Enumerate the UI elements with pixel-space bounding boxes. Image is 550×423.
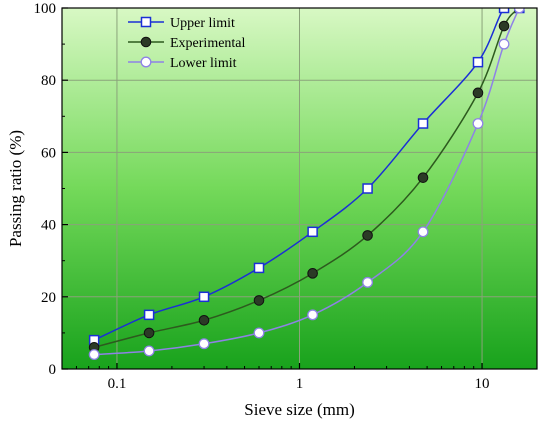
series-layer (88, 8, 525, 361)
x-tick-label: 10 (475, 376, 490, 392)
grid-lines (62, 8, 537, 369)
data-point (417, 172, 429, 183)
data-point (362, 230, 373, 241)
data-point (362, 276, 374, 288)
data-point (307, 226, 318, 238)
data-point (143, 309, 155, 321)
y-tick-label: 20 (41, 290, 56, 306)
data-point (307, 309, 319, 321)
legend-label: Upper limit (170, 16, 235, 31)
data-point (198, 291, 210, 303)
series-experimental (88, 8, 525, 353)
legend-marker (140, 56, 152, 68)
x-tick-label: 0.1 (108, 376, 127, 392)
data-point (143, 327, 155, 339)
legend-marker (140, 16, 152, 28)
series-lower-limit (88, 8, 525, 361)
series-line (94, 8, 520, 356)
legend-label: Experimental (170, 36, 246, 51)
data-point (498, 38, 510, 50)
y-tick-label: 0 (49, 362, 57, 378)
x-axis-title: Sieve size (mm) (244, 400, 354, 419)
data-point (417, 118, 429, 129)
data-point (253, 295, 265, 306)
data-point (143, 345, 155, 357)
legend-item: Lower limit (128, 56, 237, 71)
legend-item: Upper limit (128, 16, 235, 31)
series-line (93, 8, 520, 341)
data-point (417, 226, 429, 238)
legend: Upper limit Experimental Lower limit (128, 16, 246, 71)
data-point (198, 338, 210, 350)
axes: 0 20 40 60 80 100 0.1 1 10 (34, 1, 490, 392)
data-point (198, 314, 210, 326)
data-point (472, 87, 484, 99)
data-point (362, 183, 373, 194)
data-point (513, 8, 525, 14)
legend-marker (140, 36, 152, 48)
x-tick-label: 1 (296, 376, 304, 392)
data-point (498, 20, 510, 32)
y-tick-label: 80 (41, 73, 56, 89)
data-point (307, 268, 318, 279)
data-point (498, 8, 510, 14)
series-line (93, 8, 520, 349)
y-tick-label: 40 (41, 218, 56, 234)
legend-label: Lower limit (170, 56, 237, 71)
legend-item: Experimental (128, 36, 246, 51)
data-point (472, 56, 484, 68)
y-tick-label: 100 (34, 1, 57, 17)
data-point (88, 349, 100, 361)
data-point (253, 262, 265, 274)
data-point (472, 118, 484, 129)
y-tick-label: 60 (41, 145, 56, 161)
y-axis-title: Passing ratio (%) (6, 130, 25, 247)
data-point (253, 327, 265, 339)
